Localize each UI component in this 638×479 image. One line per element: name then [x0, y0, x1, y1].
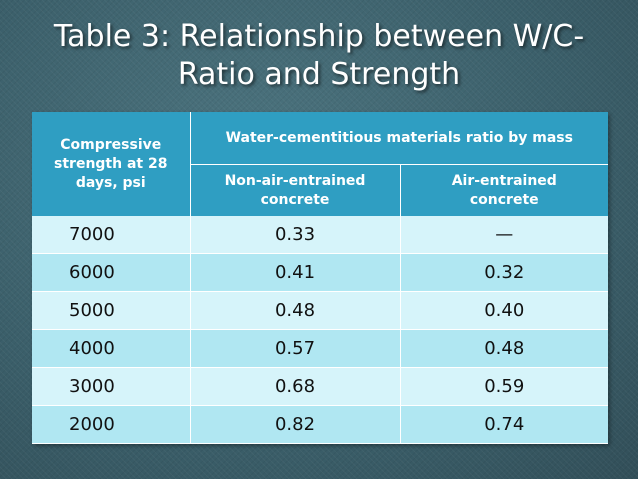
air-ratio-cell: 0.40: [399, 291, 609, 330]
title-line-2: Ratio and Strength: [177, 57, 461, 92]
strength-column-header: Compressive strength at 28 days, psi: [32, 112, 191, 216]
strength-cell: 5000: [32, 291, 190, 330]
strength-cell: 3000: [32, 367, 190, 406]
air-ratio-cell: 0.74: [399, 405, 609, 444]
strength-cell: 7000: [32, 216, 190, 254]
title-line-1: Table 3: Relationship between W/C-: [53, 19, 585, 54]
air-entrained-header: Air-entrained concrete: [400, 164, 609, 216]
non-air-entrained-header: Non-air-entrained concrete: [190, 164, 401, 216]
non-air-ratio-cell: 0.33: [189, 216, 400, 254]
table-row: 5000 0.48 0.40: [32, 291, 609, 330]
air-header-line: concrete: [469, 191, 539, 208]
non-air-ratio-cell: 0.48: [189, 291, 400, 330]
non-air-ratio-cell: 0.68: [189, 367, 400, 406]
strength-header-line: days, psi: [75, 174, 146, 191]
strength-header-line: Compressive: [60, 136, 162, 153]
non-air-ratio-cell: 0.41: [189, 253, 400, 292]
strength-header-line: strength at 28: [54, 155, 168, 172]
non-air-header-line: concrete: [260, 191, 330, 208]
air-ratio-cell: 0.59: [399, 367, 609, 406]
table-row: 3000 0.68 0.59: [32, 367, 609, 406]
table-row: 2000 0.82 0.74: [32, 405, 609, 444]
air-ratio-cell: 0.32: [399, 253, 609, 292]
strength-cell: 4000: [32, 329, 190, 368]
table-row: 4000 0.57 0.48: [32, 329, 609, 368]
non-air-ratio-cell: 0.57: [189, 329, 400, 368]
non-air-ratio-cell: 0.82: [189, 405, 400, 444]
non-air-header-line: Non-air-entrained: [224, 172, 366, 189]
air-header-line: Air-entrained: [451, 172, 557, 189]
table-row: 7000 0.33 —: [32, 216, 609, 254]
air-ratio-cell: —: [399, 216, 609, 254]
air-ratio-cell: 0.48: [399, 329, 609, 368]
slide-title: Table 3: Relationship between W/C- Ratio…: [30, 18, 608, 94]
strength-ratio-table: Compressive strength at 28 days, psi Wat…: [32, 112, 609, 444]
ratio-group-header: Water-cementitious materials ratio by ma…: [190, 112, 609, 165]
table-row: 6000 0.41 0.32: [32, 253, 609, 292]
strength-cell: 6000: [32, 253, 190, 292]
strength-cell: 2000: [32, 405, 190, 444]
